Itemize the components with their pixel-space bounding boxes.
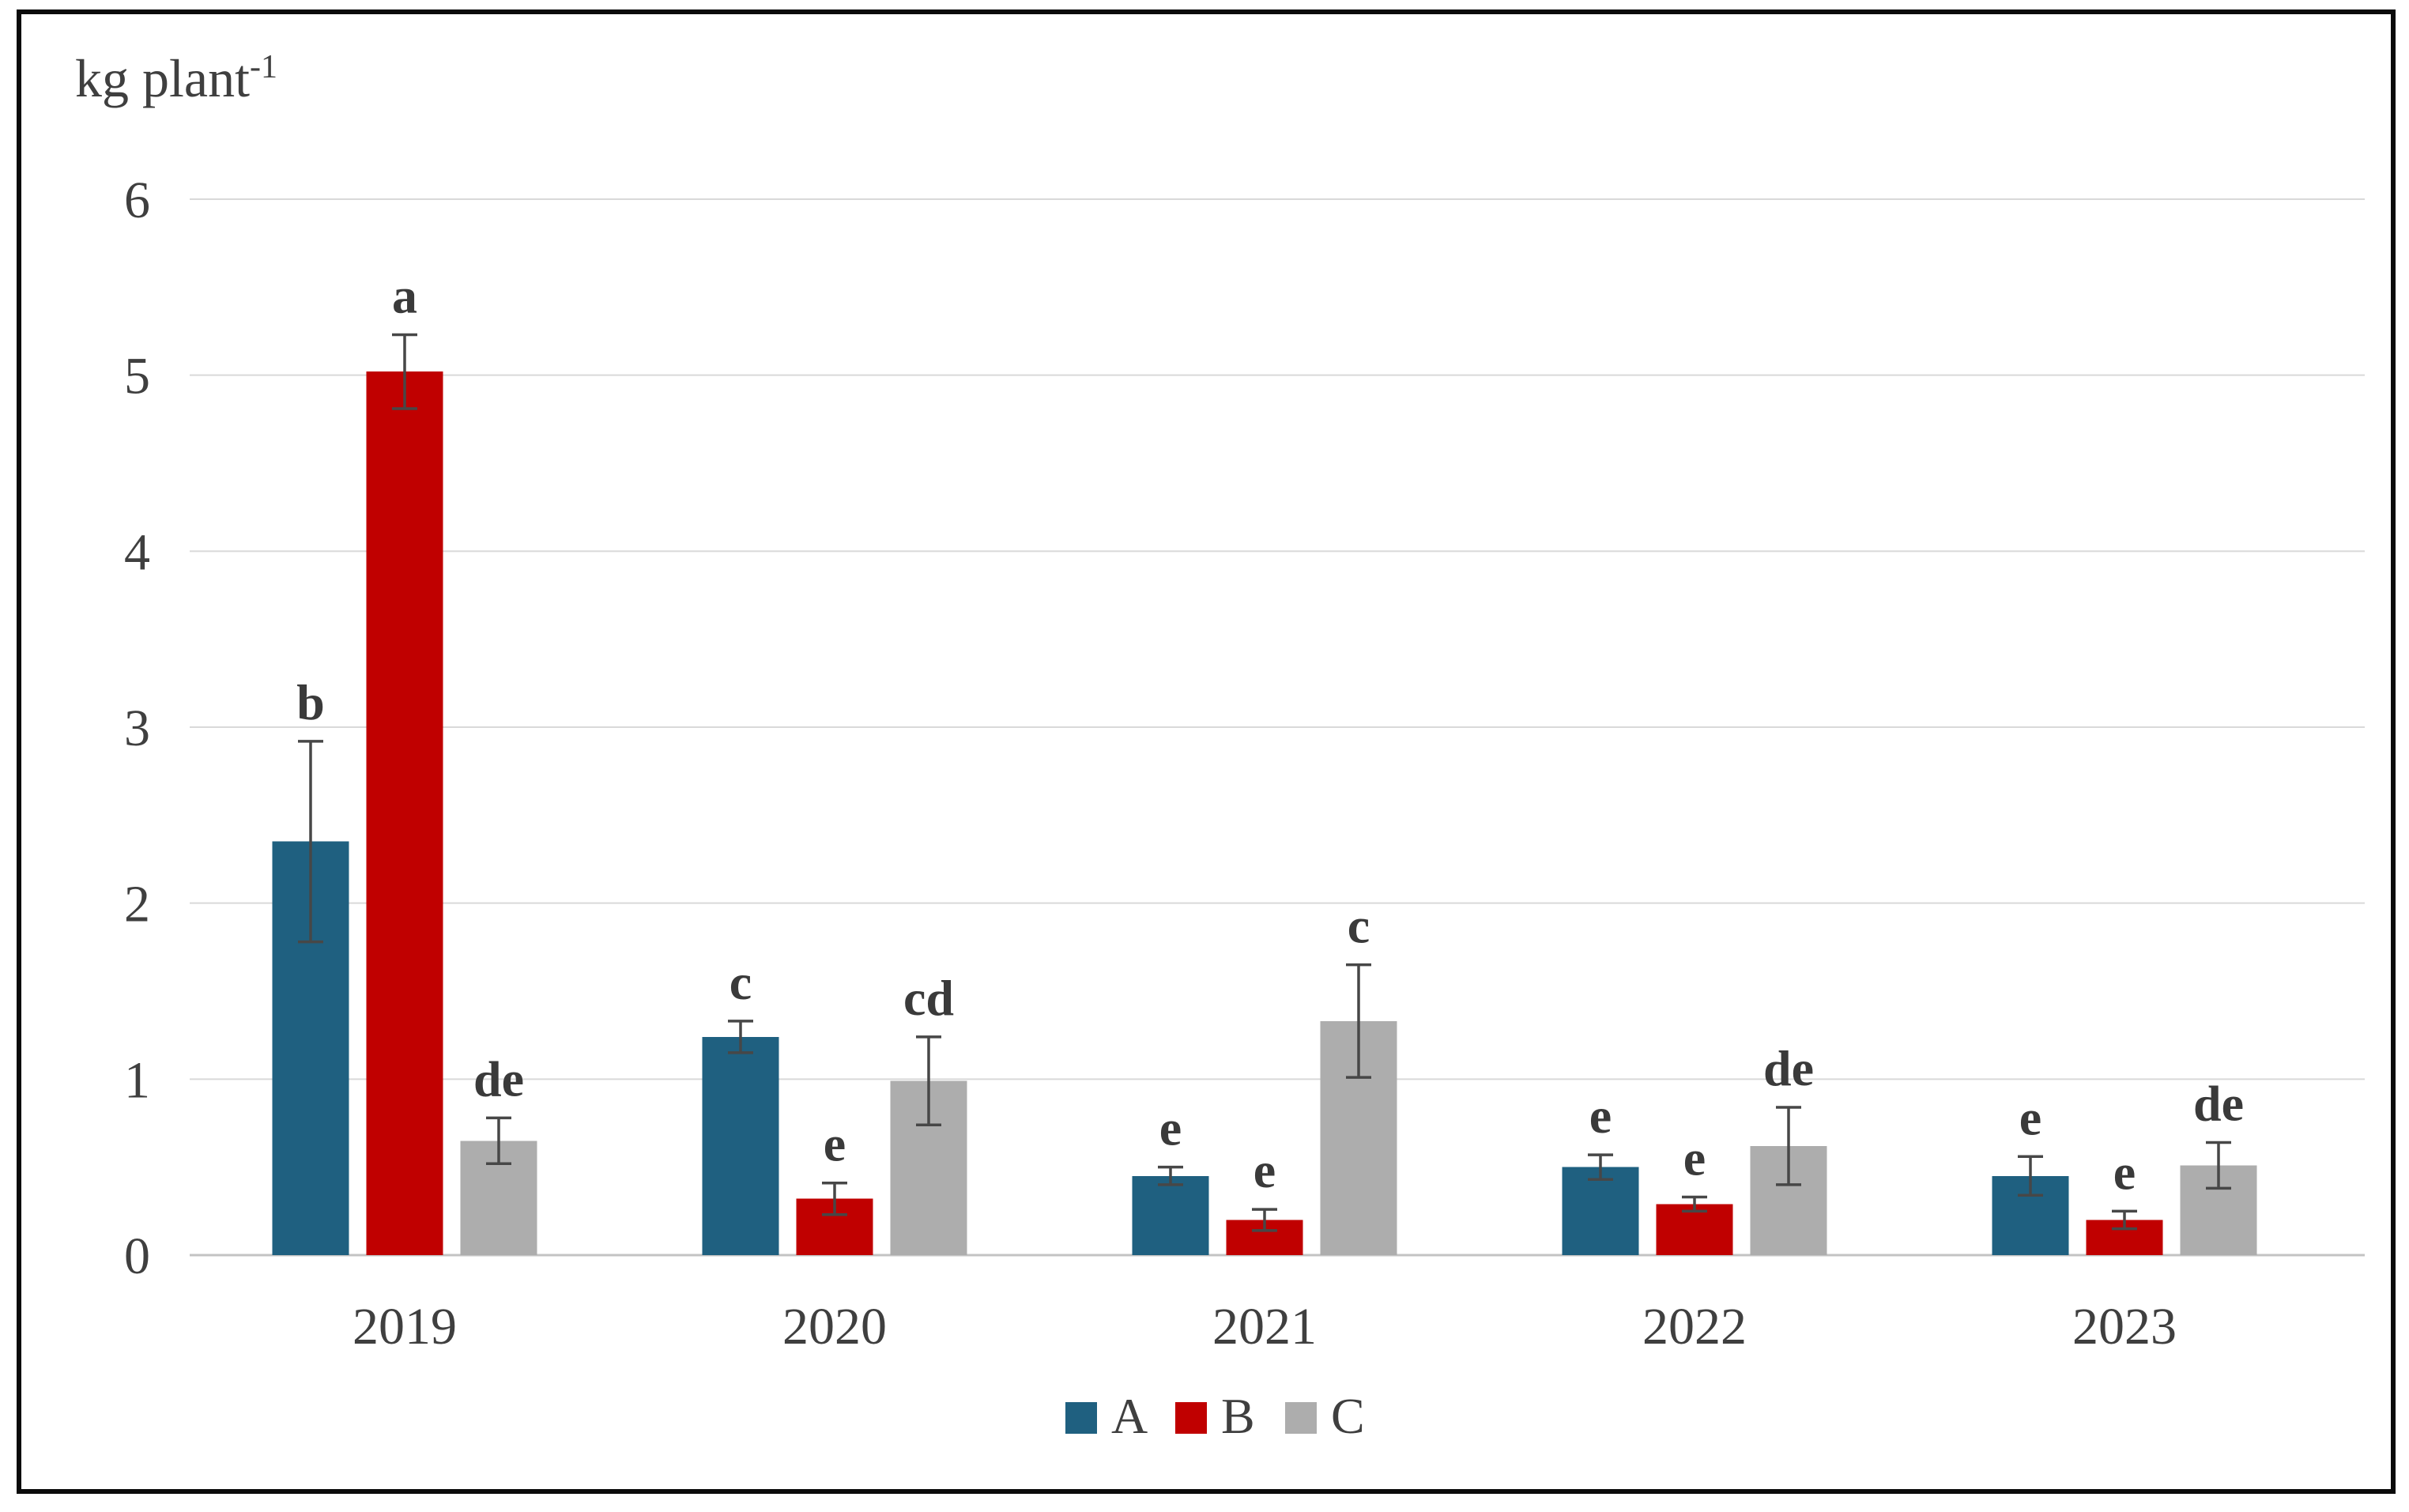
bar-B-2019	[366, 371, 443, 1255]
y-tick-label-4: 4	[124, 523, 150, 581]
bars	[272, 371, 2257, 1255]
x-axis-label-2019: 2019	[352, 1298, 457, 1356]
bar-A-2022	[1562, 1167, 1639, 1255]
legend-swatch-B	[1175, 1402, 1207, 1434]
y-tick-label-1: 1	[124, 1051, 150, 1109]
significance-letter-C-2021: c	[1348, 898, 1370, 954]
y-tick-label-5: 5	[124, 348, 150, 405]
legend: A B C	[1065, 1388, 1365, 1444]
significance-letter-B-2023: e	[2113, 1144, 2136, 1200]
x-axis-label-2022: 2022	[1642, 1298, 1747, 1356]
y-tick-label-6: 6	[124, 172, 150, 229]
significance-letters: b a de c e cd e e c e e de e e de	[296, 267, 2244, 1200]
gridlines	[190, 198, 2365, 1080]
x-axis-label-2023: 2023	[2072, 1298, 2177, 1356]
significance-letter-A-2019: b	[296, 674, 325, 730]
y-tick-label-3: 3	[124, 699, 150, 757]
legend-label-B: B	[1221, 1388, 1255, 1444]
significance-letter-C-2019: de	[473, 1050, 524, 1107]
x-axis-label-2021: 2021	[1212, 1298, 1317, 1356]
significance-letter-B-2020: e	[824, 1116, 846, 1172]
bar-A-2020	[702, 1036, 779, 1255]
legend-label-C: C	[1331, 1388, 1365, 1444]
significance-letter-C-2020: cd	[903, 970, 954, 1026]
frame-group	[17, 9, 2396, 1494]
y-axis-title: kg plant-1	[75, 48, 277, 108]
legend-swatch-C	[1285, 1402, 1317, 1434]
figure-frame	[17, 9, 2396, 1494]
y-axis-ticks: 0 1 2 3 4 5 6	[124, 172, 150, 1285]
bar-B-2022	[1656, 1204, 1733, 1255]
error-bars	[298, 333, 2231, 1232]
legend-label-A: A	[1111, 1388, 1148, 1444]
y-tick-label-2: 2	[124, 876, 150, 933]
y-axis-title-text: kg plant-1	[75, 48, 277, 108]
significance-letter-A-2021: e	[1159, 1100, 1182, 1156]
significance-letter-A-2020: c	[729, 954, 752, 1010]
x-axis-labels: 2019 2020 2021 2022 2023	[352, 1298, 2177, 1356]
x-axis-label-2020: 2020	[782, 1298, 887, 1356]
significance-letter-C-2022: de	[1763, 1040, 1814, 1096]
significance-letter-C-2023: de	[2193, 1075, 2244, 1131]
bar-A-2021	[1132, 1175, 1209, 1255]
significance-letter-B-2019: a	[392, 267, 417, 323]
significance-letter-B-2021: e	[1254, 1142, 1276, 1198]
significance-letter-A-2022: e	[1589, 1088, 1612, 1144]
significance-letter-A-2023: e	[2019, 1089, 2041, 1145]
y-tick-label-0: 0	[124, 1227, 150, 1285]
legend-swatch-A	[1065, 1402, 1097, 1434]
significance-letter-B-2022: e	[1683, 1130, 1706, 1186]
